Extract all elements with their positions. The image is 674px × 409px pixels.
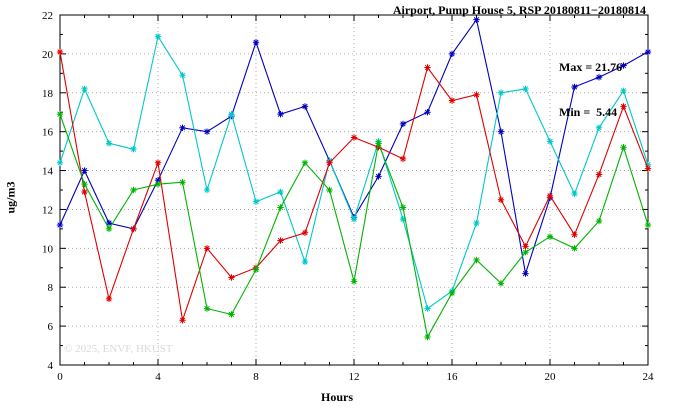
watermark: © 2025, ENVF, HKUST: [64, 343, 173, 355]
y-tick-label: 16: [42, 127, 54, 139]
y-tick-label: 14: [42, 166, 54, 178]
y-tick-label: 4: [48, 360, 54, 372]
y-tick-label: 8: [48, 282, 54, 294]
y-axis-label: ug/m3: [3, 181, 18, 214]
y-tick-label: 10: [42, 243, 54, 255]
x-tick-label: 20: [545, 371, 557, 383]
y-tick-label: 22: [42, 10, 53, 22]
y-tick-label: 12: [42, 204, 53, 216]
x-tick-label: 12: [349, 371, 360, 383]
chart-title: Airport, Pump House 5, RSP 20180811−2018…: [392, 3, 646, 17]
x-tick-label: 4: [155, 371, 161, 383]
x-tick-label: 16: [447, 371, 459, 383]
x-tick-label: 24: [643, 371, 655, 383]
x-tick-label: 8: [253, 371, 259, 383]
stat-min: Min = 5.44: [559, 105, 618, 119]
plot-frame: [59, 14, 649, 366]
y-tick-label: 20: [42, 49, 54, 61]
stats-box: Max = 21.76 Min = 5.44: [559, 30, 622, 150]
y-tick-label: 6: [48, 321, 54, 333]
series-green-markers: [56, 110, 652, 341]
y-tick-label: 18: [42, 88, 54, 100]
x-tick-label: 0: [57, 371, 63, 383]
x-axis-label: Hours: [320, 390, 353, 404]
stat-max: Max = 21.76: [559, 60, 623, 74]
